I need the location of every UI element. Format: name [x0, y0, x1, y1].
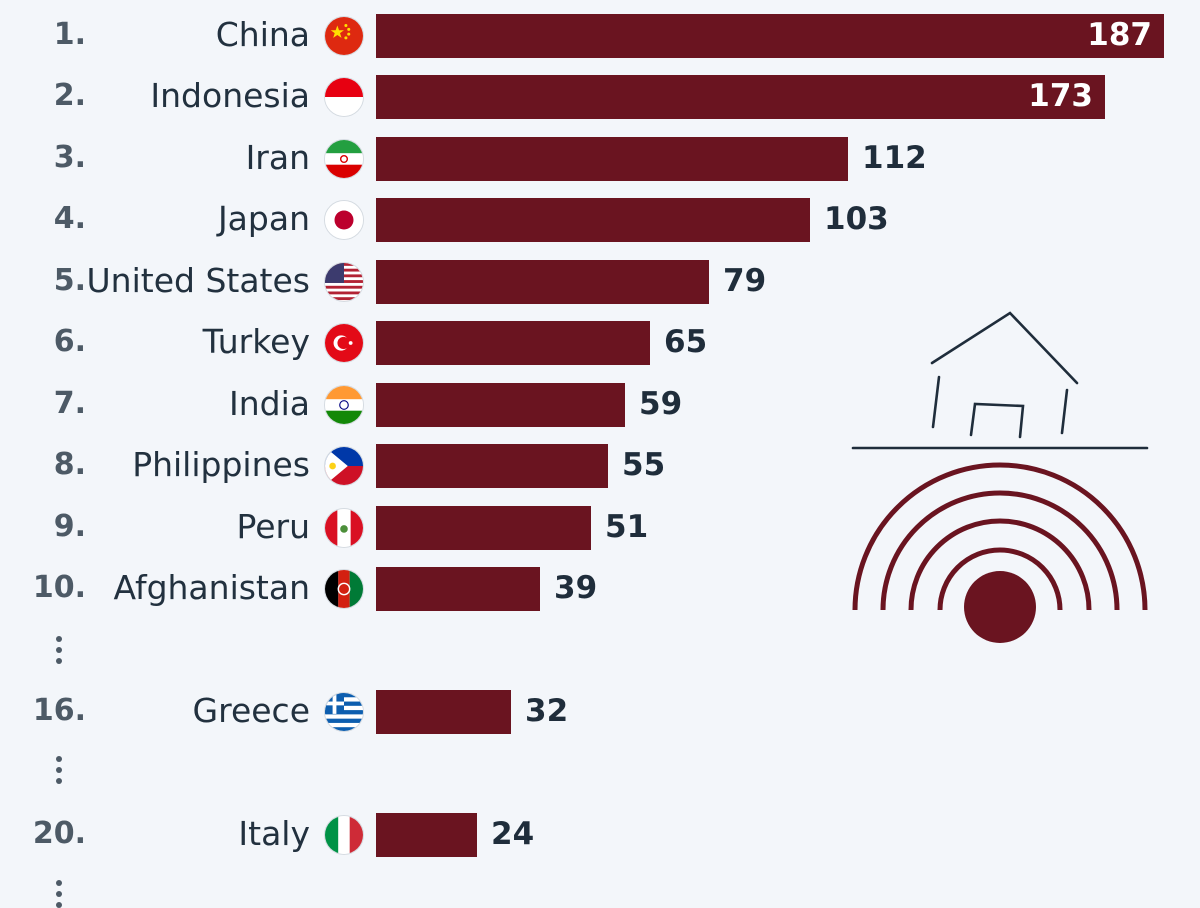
- rank-label: 4.: [53, 201, 86, 236]
- greece-flag-icon: [324, 692, 364, 732]
- gap-ellipsis: [55, 756, 63, 784]
- rank-label: 8.: [53, 447, 86, 482]
- united-states-flag-icon: [324, 262, 364, 302]
- rank-label: 10.: [32, 570, 86, 605]
- rank-label: 7.: [53, 386, 86, 421]
- bar: [376, 813, 477, 857]
- value-label: 39: [554, 570, 598, 606]
- china-flag-icon: [324, 16, 364, 56]
- italy-flag-icon: [324, 815, 364, 855]
- bar: [376, 75, 1105, 119]
- peru-flag-icon: [324, 508, 364, 548]
- turkey-flag-icon: [324, 323, 364, 363]
- rank-label: 16.: [32, 693, 86, 728]
- bar: [376, 198, 810, 242]
- rank-label: 3.: [53, 140, 86, 175]
- country-label: Indonesia: [150, 76, 310, 115]
- value-label: 51: [605, 509, 649, 545]
- country-label: United States: [86, 261, 310, 300]
- rank-label: 20.: [32, 816, 86, 851]
- country-label: Afghanistan: [113, 568, 310, 607]
- afghanistan-flag-icon: [324, 569, 364, 609]
- rank-label: 1.: [53, 17, 86, 52]
- value-label: 173: [1028, 78, 1093, 114]
- country-label: Italy: [238, 814, 310, 853]
- value-label: 103: [824, 201, 889, 237]
- bar: [376, 444, 608, 488]
- japan-flag-icon: [324, 200, 364, 240]
- bar: [376, 383, 625, 427]
- value-label: 112: [862, 140, 927, 176]
- rank-label: 5.: [53, 263, 86, 298]
- value-label: 24: [491, 816, 535, 852]
- rank-label: 2.: [53, 78, 86, 113]
- value-label: 59: [639, 386, 683, 422]
- bar: [376, 506, 591, 550]
- iran-flag-icon: [324, 139, 364, 179]
- rank-label: 9.: [53, 509, 86, 544]
- rank-label: 6.: [53, 324, 86, 359]
- bar: [376, 321, 650, 365]
- country-label: Iran: [245, 138, 310, 177]
- bar: [376, 260, 709, 304]
- country-label: Philippines: [132, 445, 310, 484]
- country-label: China: [215, 15, 310, 54]
- philippines-flag-icon: [324, 446, 364, 486]
- india-flag-icon: [324, 385, 364, 425]
- value-label: 187: [1087, 17, 1152, 53]
- country-label: Japan: [217, 199, 310, 238]
- country-label: India: [229, 384, 310, 423]
- indonesia-flag-icon: [324, 77, 364, 117]
- bar: [376, 567, 540, 611]
- bar: [376, 690, 511, 734]
- value-label: 65: [664, 324, 708, 360]
- earthquake-house-icon: [851, 311, 1149, 643]
- value-label: 79: [723, 263, 767, 299]
- value-label: 32: [525, 693, 569, 729]
- bar: [376, 137, 848, 181]
- gap-ellipsis: [55, 880, 63, 908]
- country-label: Turkey: [202, 322, 310, 361]
- gap-ellipsis: [55, 636, 63, 664]
- country-label: Greece: [192, 691, 310, 730]
- bar: [376, 14, 1164, 58]
- value-label: 55: [622, 447, 666, 483]
- country-label: Peru: [236, 507, 310, 546]
